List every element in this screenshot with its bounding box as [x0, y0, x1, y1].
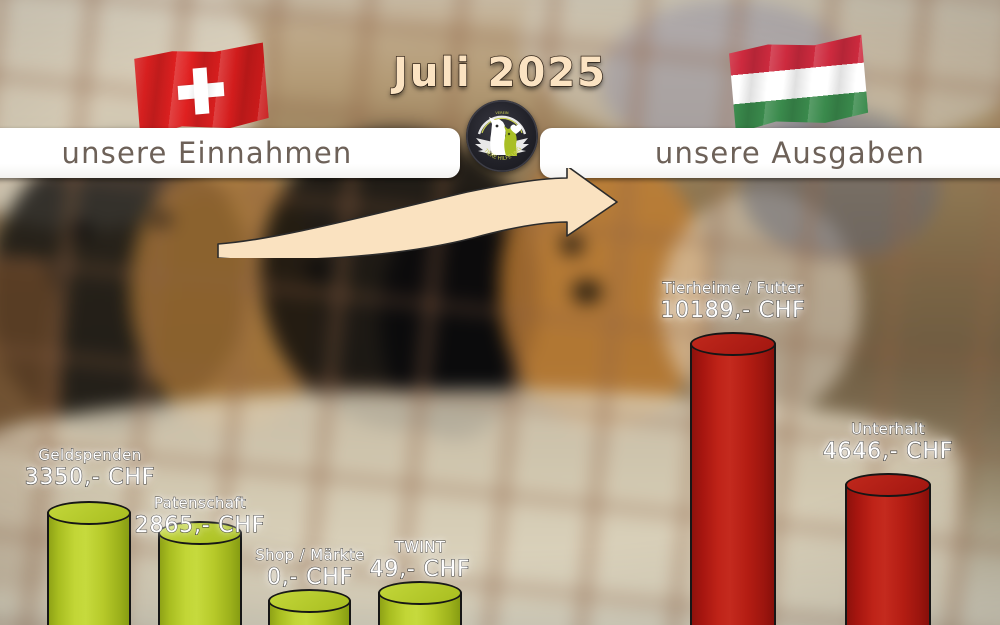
- bar-body: [845, 485, 931, 625]
- section-tabs: unsere Einnahmen unsere Ausgaben: [0, 128, 1000, 178]
- bar-geldspenden: [47, 501, 131, 625]
- bar-label-name: Shop / Märkte: [255, 546, 365, 565]
- bar-body: [158, 533, 242, 625]
- bar-top-ellipse: [378, 581, 462, 605]
- bar-body: [47, 513, 131, 625]
- bar-top-ellipse: [268, 589, 351, 613]
- bar-label-value: 4646,- CHF: [822, 438, 954, 464]
- tab-expense-label: unsere Ausgaben: [654, 136, 926, 170]
- label-patenschaft: Patenschaft 2865,- CHF: [100, 494, 300, 539]
- bar-label-value: 0,- CHF: [266, 564, 354, 590]
- bar-label-name: Tierheime / Futter: [662, 279, 804, 298]
- bar-twint: [378, 581, 462, 625]
- bar-top-ellipse: [690, 332, 776, 356]
- label-shop-maerkte: Shop / Märkte 0,- CHF: [210, 546, 410, 591]
- label-twint: TWINT 49,- CHF: [320, 538, 520, 583]
- bar-label-name: Unterhalt: [851, 420, 925, 439]
- tab-expense[interactable]: unsere Ausgaben: [540, 128, 1000, 178]
- tab-income[interactable]: unsere Einnahmen: [0, 128, 460, 178]
- label-unterhalt: Unterhalt 4646,- CHF: [788, 420, 988, 465]
- bar-label-name: Patenschaft: [153, 494, 247, 513]
- bar-label-value: 2865,- CHF: [134, 512, 266, 538]
- label-geldspenden: Geldspenden 3350,- CHF: [0, 446, 190, 491]
- page-title: Juli 2025: [392, 49, 608, 96]
- bar-shop-maerkte: [268, 589, 351, 625]
- bar-top-ellipse: [47, 501, 131, 525]
- bar-tierheime-futter: [690, 332, 776, 625]
- organization-logo-icon: TIERE HILFE UNGARN VEREIN: [466, 100, 538, 172]
- label-tierheime-futter: Tierheime / Futter 10189,- CHF: [633, 279, 833, 324]
- bar-top-ellipse: [845, 473, 931, 497]
- bar-label-value: 49,- CHF: [369, 556, 471, 582]
- income-to-expense-arrow-icon: [215, 165, 665, 262]
- bar-patenschaft: [158, 521, 242, 625]
- bar-label-value: 3350,- CHF: [24, 464, 156, 490]
- bar-unterhalt: [845, 473, 931, 625]
- bar-label-name: Geldspenden: [38, 446, 142, 465]
- bar-label-name: TWINT: [394, 538, 446, 557]
- bar-label-value: 10189,- CHF: [660, 297, 806, 323]
- tab-income-label: unsere Einnahmen: [61, 136, 353, 170]
- svg-text:VEREIN: VEREIN: [495, 111, 509, 115]
- bar-body: [690, 344, 776, 625]
- bar-top-ellipse: [158, 521, 242, 545]
